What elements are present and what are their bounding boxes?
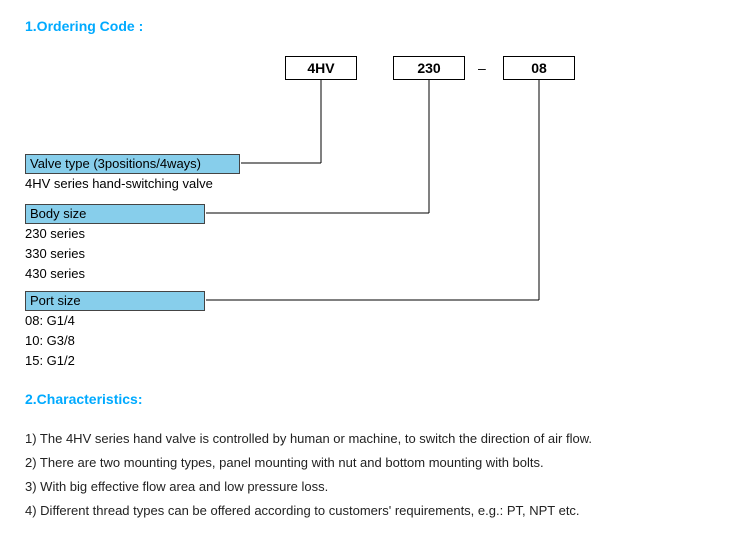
valve-type-desc: 4HV series hand-switching valve	[25, 174, 213, 194]
body-size-line: 230 series	[25, 224, 85, 244]
body-size-line: 330 series	[25, 244, 85, 264]
port-size-line: 10: G3/8	[25, 331, 75, 351]
port-size-label: Port size	[25, 291, 205, 311]
characteristics-line: 1) The 4HV series hand valve is controll…	[25, 427, 730, 451]
valve-type-label: Valve type (3positions/4ways)	[25, 154, 240, 174]
port-size-desc: 08: G1/4 10: G3/8 15: G1/2	[25, 311, 75, 371]
body-size-desc: 230 series 330 series 430 series	[25, 224, 85, 284]
characteristics-line: 4) Different thread types can be offered…	[25, 499, 730, 523]
characteristics-line: 3) With big effective flow area and low …	[25, 475, 730, 499]
characteristics-line: 2) There are two mounting types, panel m…	[25, 451, 730, 475]
characteristics-list: 1) The 4HV series hand valve is controll…	[25, 427, 730, 523]
code-box-230: 230	[393, 56, 465, 80]
body-size-line: 430 series	[25, 264, 85, 284]
characteristics-title: 2.Characteristics:	[25, 391, 730, 407]
valve-type-line: 4HV series hand-switching valve	[25, 174, 213, 194]
port-size-line: 15: G1/2	[25, 351, 75, 371]
code-box-08: 08	[503, 56, 575, 80]
body-size-label: Body size	[25, 204, 205, 224]
code-separator: –	[478, 60, 486, 76]
code-box-4hv: 4HV	[285, 56, 357, 80]
ordering-code-diagram: 4HV 230 – 08 Valve type (3positions/4way…	[25, 46, 730, 356]
port-size-line: 08: G1/4	[25, 311, 75, 331]
ordering-code-title: 1.Ordering Code :	[25, 18, 730, 34]
